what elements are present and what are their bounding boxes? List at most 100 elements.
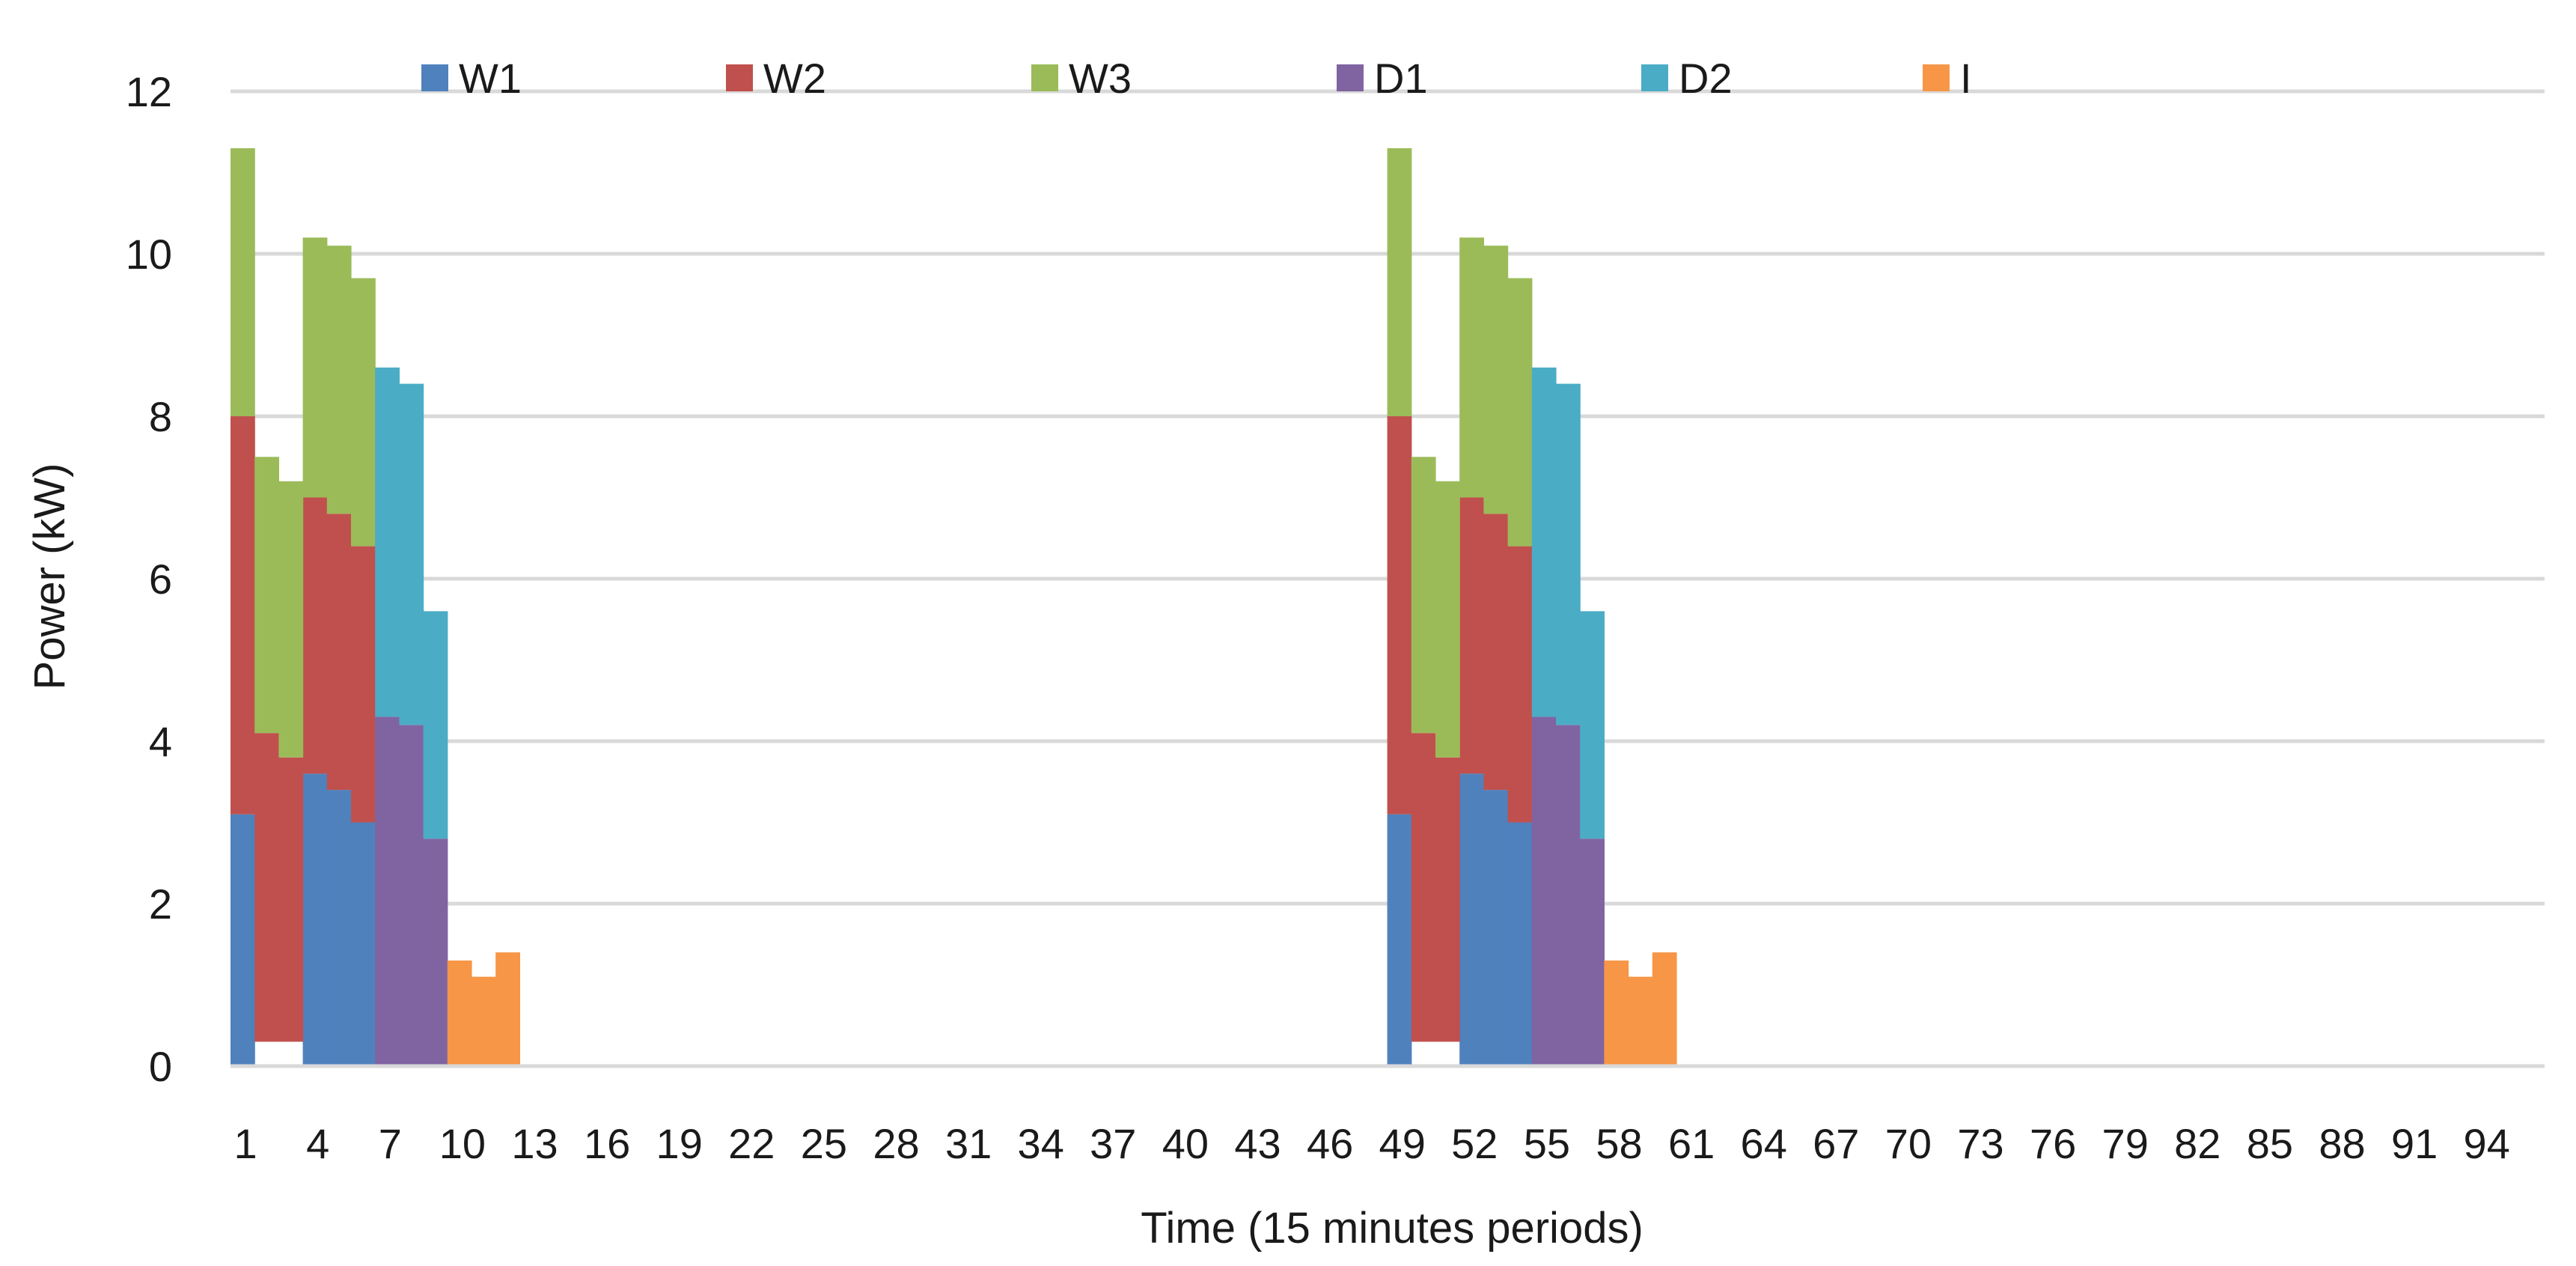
x-tick-label: 43 — [1234, 1120, 1281, 1167]
y-tick-label: 10 — [126, 231, 172, 278]
x-tick-label: 58 — [1596, 1120, 1642, 1167]
x-tick-label: 22 — [728, 1120, 775, 1167]
bar-d1-period-8 — [399, 725, 424, 1066]
bar-w2-period-50 — [1411, 733, 1436, 1042]
bar-d2-period-7 — [375, 367, 400, 717]
bar-i-period-58 — [1604, 960, 1629, 1066]
legend-swatch — [1031, 64, 1058, 91]
x-tick-label: 1 — [234, 1120, 257, 1167]
x-tick-label: 28 — [873, 1120, 919, 1167]
bar-w1-period-53 — [1483, 790, 1509, 1066]
bar-w2-period-49 — [1387, 416, 1412, 815]
x-tick-label: 64 — [1741, 1120, 1787, 1167]
bar-w1-period-52 — [1459, 773, 1484, 1066]
legend: W1 W2 W3 D1 D2 I — [421, 55, 1972, 102]
y-tick-label: 12 — [126, 68, 172, 115]
bar-w1-period-4 — [302, 773, 328, 1066]
bar-d2-period-9 — [423, 611, 448, 839]
legend-swatch — [1641, 64, 1668, 91]
legend-swatch — [1923, 64, 1950, 91]
bar-w3-period-54 — [1507, 278, 1533, 547]
x-tick-label: 13 — [511, 1120, 558, 1167]
legend-swatch — [1337, 64, 1364, 91]
bar-w3-period-5 — [326, 246, 352, 514]
y-axis-label: Power (kW) — [25, 463, 74, 690]
y-tick-label: 6 — [149, 556, 172, 603]
legend-label: W1 — [459, 55, 522, 102]
bar-i-period-11 — [471, 976, 496, 1066]
bar-d2-period-57 — [1580, 611, 1605, 839]
x-tick-label: 34 — [1018, 1120, 1064, 1167]
legend-label: D2 — [1679, 55, 1733, 102]
x-tick-label: 73 — [1957, 1120, 2003, 1167]
x-tick-label: 76 — [2030, 1120, 2076, 1167]
x-tick-label: 37 — [1090, 1120, 1136, 1167]
y-tick-label: 4 — [149, 718, 172, 765]
bar-w2-period-3 — [278, 757, 304, 1042]
legend-label: W3 — [1069, 55, 1132, 102]
legend-swatch — [726, 64, 753, 91]
x-tick-label: 25 — [801, 1120, 847, 1167]
legend-item-d1: D1 — [1337, 55, 1428, 102]
bar-w2-period-5 — [326, 514, 352, 791]
x-tick-label: 88 — [2319, 1120, 2365, 1167]
bar-w3-period-3 — [278, 481, 304, 758]
bar-w3-period-53 — [1483, 246, 1509, 514]
legend-item-w2: W2 — [726, 55, 826, 102]
legend-item-i: I — [1923, 55, 1972, 102]
bars — [231, 147, 1677, 1066]
bar-w2-period-1 — [231, 416, 255, 815]
y-tick-label: 0 — [149, 1043, 172, 1090]
legend-label: I — [1960, 55, 1972, 102]
x-axis-label: Time (15 minutes periods) — [1141, 1204, 1643, 1253]
bar-w2-period-6 — [351, 546, 376, 823]
bar-d2-period-56 — [1556, 383, 1581, 725]
bar-d1-period-56 — [1556, 725, 1581, 1066]
bar-w2-period-4 — [302, 497, 328, 774]
x-tick-label: 19 — [656, 1120, 703, 1167]
bar-w3-period-1 — [231, 147, 255, 416]
x-tick-label: 40 — [1162, 1120, 1209, 1167]
bar-i-period-10 — [447, 960, 472, 1066]
y-tick-label: 8 — [149, 393, 172, 440]
x-tick-label: 52 — [1451, 1120, 1498, 1167]
x-tick-label: 46 — [1307, 1120, 1353, 1167]
bar-d1-period-9 — [423, 839, 448, 1066]
legend-label: D1 — [1374, 55, 1428, 102]
x-tick-label: 70 — [1885, 1120, 1932, 1167]
bar-i-period-12 — [495, 952, 520, 1066]
legend-item-d2: D2 — [1641, 55, 1733, 102]
x-tick-label: 67 — [1813, 1120, 1859, 1167]
x-tick-label: 16 — [584, 1120, 630, 1167]
bar-w2-period-54 — [1507, 546, 1533, 823]
bar-w3-period-4 — [302, 237, 328, 498]
bar-d1-period-57 — [1580, 839, 1605, 1066]
bar-w2-period-53 — [1483, 514, 1509, 791]
x-tick-label: 7 — [379, 1120, 402, 1167]
bar-d2-period-8 — [399, 383, 424, 725]
bar-w3-period-49 — [1387, 147, 1412, 416]
bar-w1-period-1 — [231, 814, 255, 1066]
bar-w2-period-52 — [1459, 497, 1484, 774]
y-tick-label: 2 — [149, 880, 172, 928]
bar-w1-period-6 — [351, 822, 376, 1066]
bar-i-period-60 — [1652, 952, 1677, 1066]
x-tick-label: 49 — [1379, 1120, 1426, 1167]
legend-item-w3: W3 — [1031, 55, 1132, 102]
bar-w1-period-5 — [326, 790, 352, 1066]
bar-w3-period-50 — [1411, 457, 1436, 734]
bar-w1-period-49 — [1387, 814, 1412, 1066]
bar-w3-period-6 — [351, 278, 376, 547]
x-tick-label: 4 — [306, 1120, 329, 1167]
bar-w2-period-51 — [1435, 757, 1460, 1042]
bar-w2-period-2 — [254, 733, 279, 1042]
legend-swatch — [421, 64, 448, 91]
x-tick-label: 31 — [945, 1120, 992, 1167]
x-tick-label: 10 — [439, 1120, 486, 1167]
legend-item-w1: W1 — [421, 55, 522, 102]
x-tick-label: 91 — [2391, 1120, 2438, 1167]
x-tick-label: 94 — [2464, 1120, 2510, 1167]
